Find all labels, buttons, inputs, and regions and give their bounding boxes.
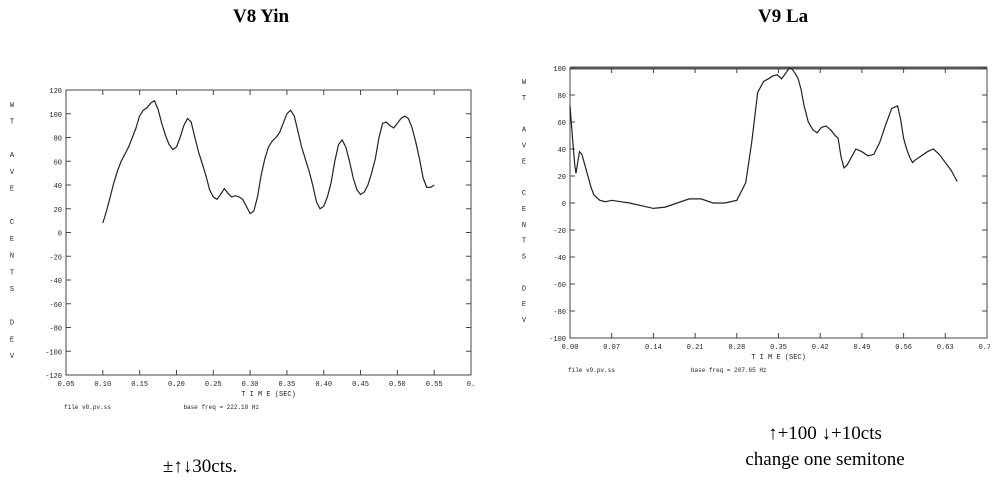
- x-tick-label: 0.07: [603, 344, 620, 352]
- y-axis-label-letter: T: [522, 238, 526, 246]
- y-tick-label: -20: [553, 228, 566, 236]
- footer-base-freq: base freq = 222.18 Hz: [183, 404, 259, 411]
- x-tick-label: 0.35: [770, 344, 787, 352]
- caption-v9: ↑+100 ↓+10cts change one semitone: [700, 421, 950, 473]
- y-axis-label-letter: C: [522, 190, 526, 198]
- footer-base-freq: base freq = 207.65 Hz: [691, 367, 767, 374]
- y-axis-label-letter: C: [10, 219, 14, 227]
- y-tick-label: 80: [558, 93, 566, 101]
- y-axis-label-letter: E: [522, 206, 526, 214]
- y-tick-label: 100: [49, 112, 62, 120]
- x-tick-label: 0.45: [352, 381, 369, 389]
- y-tick-label: -100: [45, 349, 62, 357]
- y-axis-label-letter: W: [10, 102, 15, 110]
- y-axis-label-letter: A: [10, 152, 15, 160]
- y-axis-label-letter: V: [522, 142, 527, 150]
- y-axis-label-letter: D: [522, 285, 526, 293]
- plot-frame: [65, 89, 472, 376]
- y-tick-label: -40: [49, 278, 62, 286]
- y-tick-label: 40: [558, 147, 566, 155]
- x-tick-label: 0.49: [853, 344, 870, 352]
- y-axis-label-letter: D: [10, 320, 14, 328]
- x-tick-label: 0.25: [205, 381, 222, 389]
- y-tick-label: 80: [54, 136, 62, 144]
- x-tick-label: 0.00: [562, 344, 579, 352]
- y-tick-label: -80: [553, 309, 566, 317]
- y-tick-label: 100: [553, 66, 566, 74]
- y-tick-label: 20: [558, 174, 566, 182]
- y-axis-label-letter: E: [522, 301, 526, 309]
- plot-frame: [569, 67, 988, 339]
- y-axis-label-letter: V: [10, 169, 15, 177]
- y-axis-label-letter: S: [10, 286, 14, 294]
- x-tick-label: 0.30: [242, 381, 259, 389]
- x-tick-label: 0.70: [979, 344, 990, 352]
- y-axis-label-letter: S: [522, 254, 526, 262]
- x-tick-label: 0.40: [315, 381, 332, 389]
- y-tick-label: -120: [45, 373, 62, 381]
- y-tick-label: 0: [58, 231, 62, 239]
- x-tick-label: 0.10: [94, 381, 111, 389]
- y-axis-label-letter: W: [522, 79, 527, 87]
- y-tick-label: 20: [54, 207, 62, 215]
- footer-file: file v8.pv.ss: [64, 404, 111, 411]
- x-tick-label: 0.28: [728, 344, 745, 352]
- x-axis-label: T I M E (SEC): [751, 354, 806, 362]
- y-axis-label-letter: T: [10, 269, 14, 277]
- y-tick-label: 0: [562, 201, 566, 209]
- x-tick-label: 0.56: [895, 344, 912, 352]
- y-axis-label-letter: E: [522, 158, 526, 166]
- x-tick-label: 0.55: [426, 381, 443, 389]
- y-tick-label: 120: [49, 88, 62, 96]
- caption-v9-line-2: change one semitone: [745, 449, 905, 470]
- chart-title-v8: V8 Yin: [233, 6, 290, 27]
- y-axis-label-letter: N: [522, 222, 526, 230]
- series-line: [569, 67, 958, 210]
- y-tick-label: -60: [49, 302, 62, 310]
- y-axis-label-letter: A: [522, 127, 527, 135]
- caption-v9-line-1: ↑+100 ↓+10cts: [768, 423, 882, 444]
- y-tick-label: 60: [558, 120, 566, 128]
- x-tick-label: 0.50: [389, 381, 406, 389]
- x-tick-label: 0.20: [168, 381, 185, 389]
- footer-file: file v9.pv.ss: [568, 367, 615, 374]
- y-axis-label-letter: T: [522, 95, 526, 103]
- y-tick-label: -20: [49, 254, 62, 262]
- y-axis-label-letter: E: [10, 336, 14, 344]
- x-tick-label: 0.35: [279, 381, 296, 389]
- x-axis-label: T I M E (SEC): [241, 391, 296, 399]
- y-tick-label: -80: [49, 326, 62, 334]
- caption-v8: ±↑↓30cts.: [140, 454, 260, 480]
- x-tick-label: 0.21: [687, 344, 704, 352]
- x-tick-label: 0.05: [58, 381, 75, 389]
- y-tick-label: -40: [553, 255, 566, 263]
- x-tick-label: 0.42: [812, 344, 829, 352]
- y-axis-label-letter: T: [10, 119, 14, 127]
- y-axis-label-letter: E: [10, 186, 14, 194]
- chart-title-v9: V9 La: [758, 6, 809, 27]
- y-axis-label-letter: N: [10, 253, 14, 261]
- y-axis-label-letter: V: [10, 353, 15, 361]
- x-tick-label: 0.14: [645, 344, 662, 352]
- y-axis-label-letter: V: [522, 317, 527, 325]
- series-line: [102, 99, 435, 224]
- y-tick-label: -100: [549, 336, 566, 344]
- x-tick-label: 0.15: [131, 381, 148, 389]
- y-axis-label-letter: E: [10, 236, 14, 244]
- y-tick-label: 60: [54, 159, 62, 167]
- x-tick-label: 0.63: [937, 344, 954, 352]
- x-tick-label: 0.: [467, 381, 475, 389]
- y-tick-label: 40: [54, 183, 62, 191]
- caption-v8-line: ±↑↓30cts.: [162, 456, 238, 477]
- y-tick-label: -60: [553, 282, 566, 290]
